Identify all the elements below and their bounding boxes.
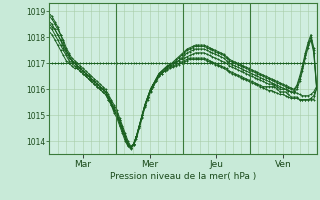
X-axis label: Pression niveau de la mer( hPa ): Pression niveau de la mer( hPa ) xyxy=(110,172,256,181)
